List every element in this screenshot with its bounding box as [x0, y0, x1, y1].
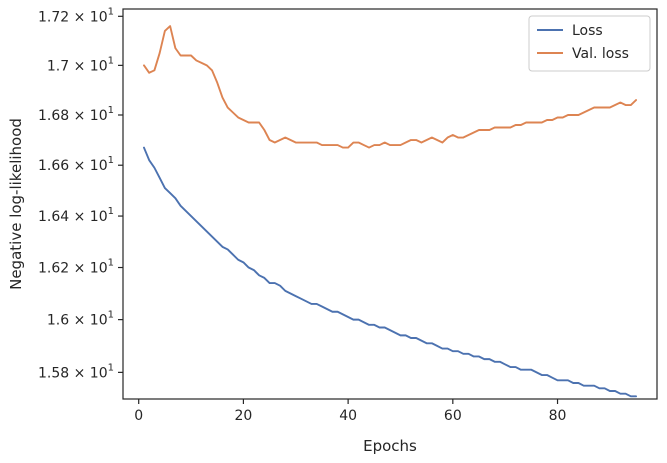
y-tick-exponent: 1	[108, 55, 114, 66]
y-tick-times: ×	[69, 108, 90, 124]
y-tick-label: 1.72 × 101	[38, 6, 114, 25]
y-tick-mantissa: 1.58	[38, 365, 69, 381]
x-tick-label: 0	[134, 408, 143, 424]
y-tick-times: ×	[69, 9, 90, 25]
y-tick-mantissa: 1.64	[38, 209, 69, 225]
y-tick-label: 1.58 × 101	[38, 362, 114, 381]
y-tick-label: 1.62 × 101	[38, 258, 114, 277]
x-axis-label: Epochs	[363, 437, 417, 455]
y-tick-mantissa: 1.6	[47, 313, 69, 329]
y-tick-label: 1.66 × 101	[38, 155, 114, 174]
legend-label: Loss	[572, 23, 603, 39]
y-tick-exponent: 1	[108, 206, 114, 217]
x-tick-label: 20	[234, 408, 252, 424]
y-tick-base: 10	[90, 365, 108, 381]
y-tick-mantissa: 1.66	[38, 158, 69, 174]
y-tick-base: 10	[90, 108, 108, 124]
y-tick-label: 1.7 × 101	[47, 55, 114, 74]
x-tick-label: 80	[549, 408, 567, 424]
y-tick-exponent: 1	[108, 6, 114, 17]
x-tick-label: 60	[444, 408, 462, 424]
y-axis-label: Negative log-likelihood	[7, 118, 25, 290]
y-tick-times: ×	[69, 261, 90, 277]
y-tick-mantissa: 1.68	[38, 108, 69, 124]
y-tick-base: 10	[90, 261, 108, 277]
legend-label: Val. loss	[572, 46, 629, 62]
y-tick-exponent: 1	[108, 362, 114, 373]
y-tick-label: 1.68 × 101	[38, 105, 114, 124]
y-tick-mantissa: 1.72	[38, 9, 69, 25]
plot-frame	[122, 8, 658, 400]
y-tick-times: ×	[69, 365, 90, 381]
y-tick-times: ×	[69, 58, 90, 74]
legend: Loss Val. loss	[528, 15, 651, 72]
series-line-1	[142, 146, 638, 398]
plot-area	[142, 25, 638, 398]
y-tick-exponent: 1	[108, 105, 114, 116]
series-line-2	[142, 25, 638, 149]
x-tick-label: 40	[339, 408, 357, 424]
y-tick-mantissa: 1.62	[38, 261, 69, 277]
y-tick-label: 1.64 × 101	[38, 206, 114, 225]
y-tick-base: 10	[90, 9, 108, 25]
y-tick-base: 10	[90, 158, 108, 174]
y-tick-base: 10	[90, 58, 108, 74]
y-tick-exponent: 1	[108, 155, 114, 166]
y-tick-times: ×	[69, 209, 90, 225]
y-tick-exponent: 1	[108, 258, 114, 269]
y-tick-base: 10	[90, 313, 108, 329]
y-tick-times: ×	[69, 158, 90, 174]
y-tick-times: ×	[69, 313, 90, 329]
y-tick-exponent: 1	[108, 310, 114, 321]
y-tick-mantissa: 1.7	[47, 58, 69, 74]
y-tick-base: 10	[90, 209, 108, 225]
y-tick-label: 1.6 × 101	[47, 310, 114, 329]
x-axis: 0 20 40 60 80	[134, 399, 566, 424]
